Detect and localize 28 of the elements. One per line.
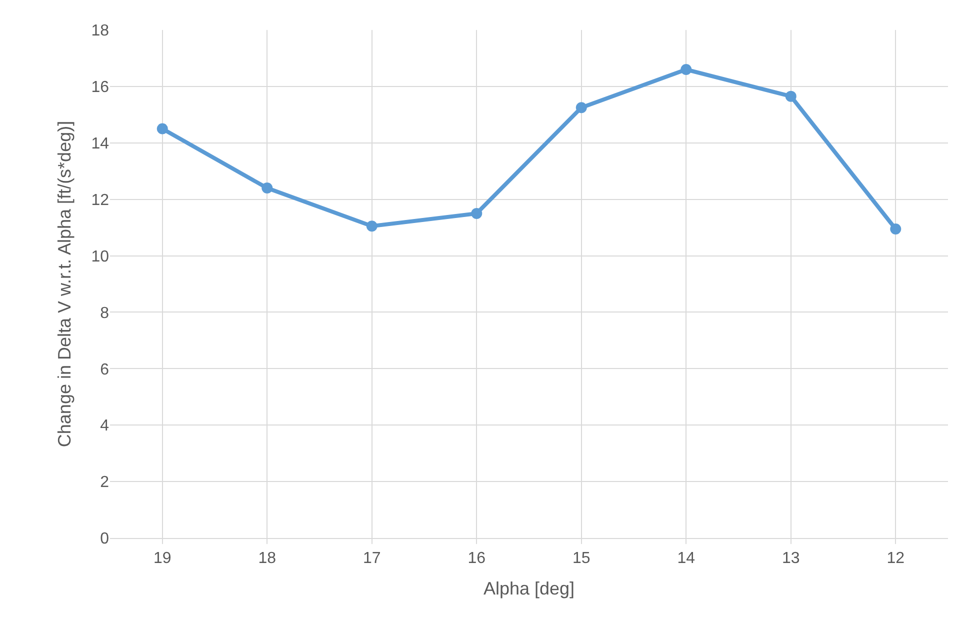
x-tick-label: 14	[677, 550, 696, 568]
x-tick-label: 13	[782, 550, 800, 568]
x-tick-label: 19	[153, 550, 172, 568]
y-axis-title: Change in Delta V w.r.t. Alpha [ft/(s*deg)]	[54, 120, 74, 448]
point	[156, 123, 168, 134]
x-tick-label: 18	[258, 550, 276, 568]
y-tick-label: 8	[100, 304, 110, 322]
point	[890, 223, 902, 234]
y-tick-label: 4	[100, 418, 110, 435]
point	[576, 102, 587, 114]
y-tick-label: 16	[91, 79, 110, 96]
x-axis-title: Alpha [deg]	[483, 578, 575, 598]
point	[262, 182, 273, 194]
y-tick-label: 0	[100, 530, 110, 548]
x-tick-label: 12	[886, 550, 905, 568]
y-tick-label: 18	[91, 22, 110, 40]
y-tick-label: 2	[100, 474, 110, 492]
y-tick-label: 10	[91, 248, 110, 266]
x-tick-label: 16	[468, 550, 486, 568]
x-tick-label: 17	[362, 550, 381, 568]
point	[366, 220, 378, 232]
point	[785, 90, 796, 102]
y-tick-label: 12	[91, 192, 110, 209]
x-tick-label: 15	[572, 550, 590, 568]
point	[471, 208, 482, 219]
point	[680, 64, 692, 76]
y-tick-label: 14	[91, 135, 110, 152]
y-tick-label: 6	[100, 361, 110, 378]
